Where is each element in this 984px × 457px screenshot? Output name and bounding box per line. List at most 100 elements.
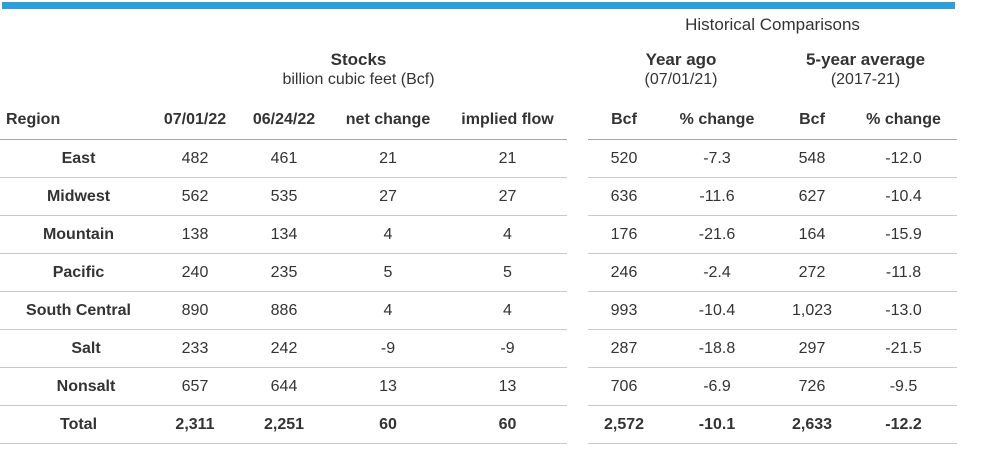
cell: -10.4 — [850, 177, 958, 216]
cell: 1,023 — [774, 291, 850, 330]
table-row-south-central: South Central 890 886 4 4 993 -10.4 1,02… — [0, 291, 958, 330]
row-label: Pacific — [0, 253, 150, 292]
region-header-spacer — [0, 40, 150, 100]
cell: 2,251 — [240, 405, 328, 444]
cell: -11.8 — [850, 253, 958, 292]
cell: -9 — [328, 329, 448, 368]
row-label: Nonsalt — [0, 367, 150, 406]
section-gap — [567, 216, 588, 254]
column-header-previous: 06/24/22 — [240, 100, 328, 140]
row-label: South Central — [0, 291, 150, 330]
section-gap — [567, 292, 588, 330]
column-header-current: 07/01/22 — [150, 100, 240, 140]
cell: 706 — [588, 367, 660, 406]
cell: 726 — [774, 367, 850, 406]
table-row-pacific: Pacific 240 235 5 5 246 -2.4 272 -11.8 — [0, 253, 958, 292]
year-ago-subtitle: (07/01/21) — [644, 71, 718, 88]
cell: 2,572 — [588, 405, 660, 444]
table-row-nonsalt: Nonsalt 657 644 13 13 706 -6.9 726 -9.5 — [0, 367, 958, 406]
row-label: Salt — [0, 329, 150, 368]
cell: 5 — [448, 253, 567, 292]
cell: -2.4 — [660, 253, 774, 292]
cell: -7.3 — [660, 139, 774, 178]
historical-comparisons-header: Historical Comparisons — [685, 14, 860, 34]
stocks-group-header: Stocks billion cubic feet (Bcf) — [150, 40, 567, 100]
storage-table: Historical Comparisons Stocks billion cu… — [0, 9, 958, 444]
year-ago-title: Year ago — [645, 50, 717, 69]
cell: 2,633 — [774, 405, 850, 444]
cell: 4 — [328, 291, 448, 330]
year-ago-group-header: Year ago (07/01/21) — [588, 40, 774, 100]
cell: 13 — [328, 367, 448, 406]
stocks-subtitle: billion cubic feet (Bcf) — [282, 71, 435, 88]
cell: -21.6 — [660, 215, 774, 254]
cell: 272 — [774, 253, 850, 292]
table-row-total: Total 2,311 2,251 60 60 2,572 -10.1 2,63… — [0, 405, 958, 444]
stocks-title: Stocks — [330, 50, 387, 69]
cell: 138 — [150, 215, 240, 254]
cell: 461 — [240, 139, 328, 178]
column-header-region: Region — [0, 100, 150, 140]
section-gap — [567, 406, 588, 444]
row-label: Total — [0, 405, 150, 444]
cell: 657 — [150, 367, 240, 406]
cell: -10.4 — [660, 291, 774, 330]
accent-top-bar — [2, 2, 955, 9]
five-year-group-header: 5-year average (2017-21) — [774, 40, 957, 100]
cell: 993 — [588, 291, 660, 330]
column-header-net-change: net change — [328, 100, 448, 140]
cell: -10.1 — [660, 405, 774, 444]
section-gap — [567, 368, 588, 406]
section-gap — [567, 330, 588, 368]
table-row-midwest: Midwest 562 535 27 27 636 -11.6 627 -10.… — [0, 177, 958, 216]
cell: 27 — [448, 177, 567, 216]
cell: 636 — [588, 177, 660, 216]
column-header-five-year-pct: % change — [850, 100, 958, 140]
cell: 21 — [448, 139, 567, 178]
row-label: East — [0, 139, 150, 178]
section-gap — [567, 178, 588, 216]
table-row-east: East 482 461 21 21 520 -7.3 548 -12.0 — [0, 139, 958, 178]
section-gap — [567, 140, 588, 178]
cell: 134 — [240, 215, 328, 254]
cell: -6.9 — [660, 367, 774, 406]
cell: 4 — [448, 215, 567, 254]
cell: 27 — [328, 177, 448, 216]
column-header-implied-flow: implied flow — [448, 100, 567, 140]
cell: 886 — [240, 291, 328, 330]
cell: 482 — [150, 139, 240, 178]
cell: -13.0 — [850, 291, 958, 330]
cell: 60 — [448, 405, 567, 444]
column-header-year-ago-pct: % change — [660, 100, 774, 140]
cell: 4 — [448, 291, 567, 330]
cell: -11.6 — [660, 177, 774, 216]
cell: 2,311 — [150, 405, 240, 444]
cell: 890 — [150, 291, 240, 330]
cell: -9 — [448, 329, 567, 368]
cell: 535 — [240, 177, 328, 216]
row-label: Mountain — [0, 215, 150, 254]
cell: 13 — [448, 367, 567, 406]
five-year-title: 5-year average — [805, 50, 926, 69]
cell: 548 — [774, 139, 850, 178]
cell: 562 — [150, 177, 240, 216]
table-row-salt: Salt 233 242 -9 -9 287 -18.8 297 -21.5 — [0, 329, 958, 368]
cell: 21 — [328, 139, 448, 178]
cell: 246 — [588, 253, 660, 292]
cell: 176 — [588, 215, 660, 254]
cell: 644 — [240, 367, 328, 406]
historical-comparisons-row: Historical Comparisons — [0, 9, 957, 40]
column-header-row: Region 07/01/22 06/24/22 net change impl… — [0, 100, 958, 140]
five-year-subtitle: (2017-21) — [830, 71, 901, 88]
section-gap — [567, 254, 588, 292]
table-row-mountain: Mountain 138 134 4 4 176 -21.6 164 -15.9 — [0, 215, 958, 254]
section-gap — [567, 100, 588, 140]
cell: 164 — [774, 215, 850, 254]
header-spacer — [0, 9, 588, 40]
cell: -12.2 — [850, 405, 958, 444]
cell: 60 — [328, 405, 448, 444]
group-header-row: Stocks billion cubic feet (Bcf) Year ago… — [0, 40, 957, 100]
cell: 235 — [240, 253, 328, 292]
cell: 297 — [774, 329, 850, 368]
